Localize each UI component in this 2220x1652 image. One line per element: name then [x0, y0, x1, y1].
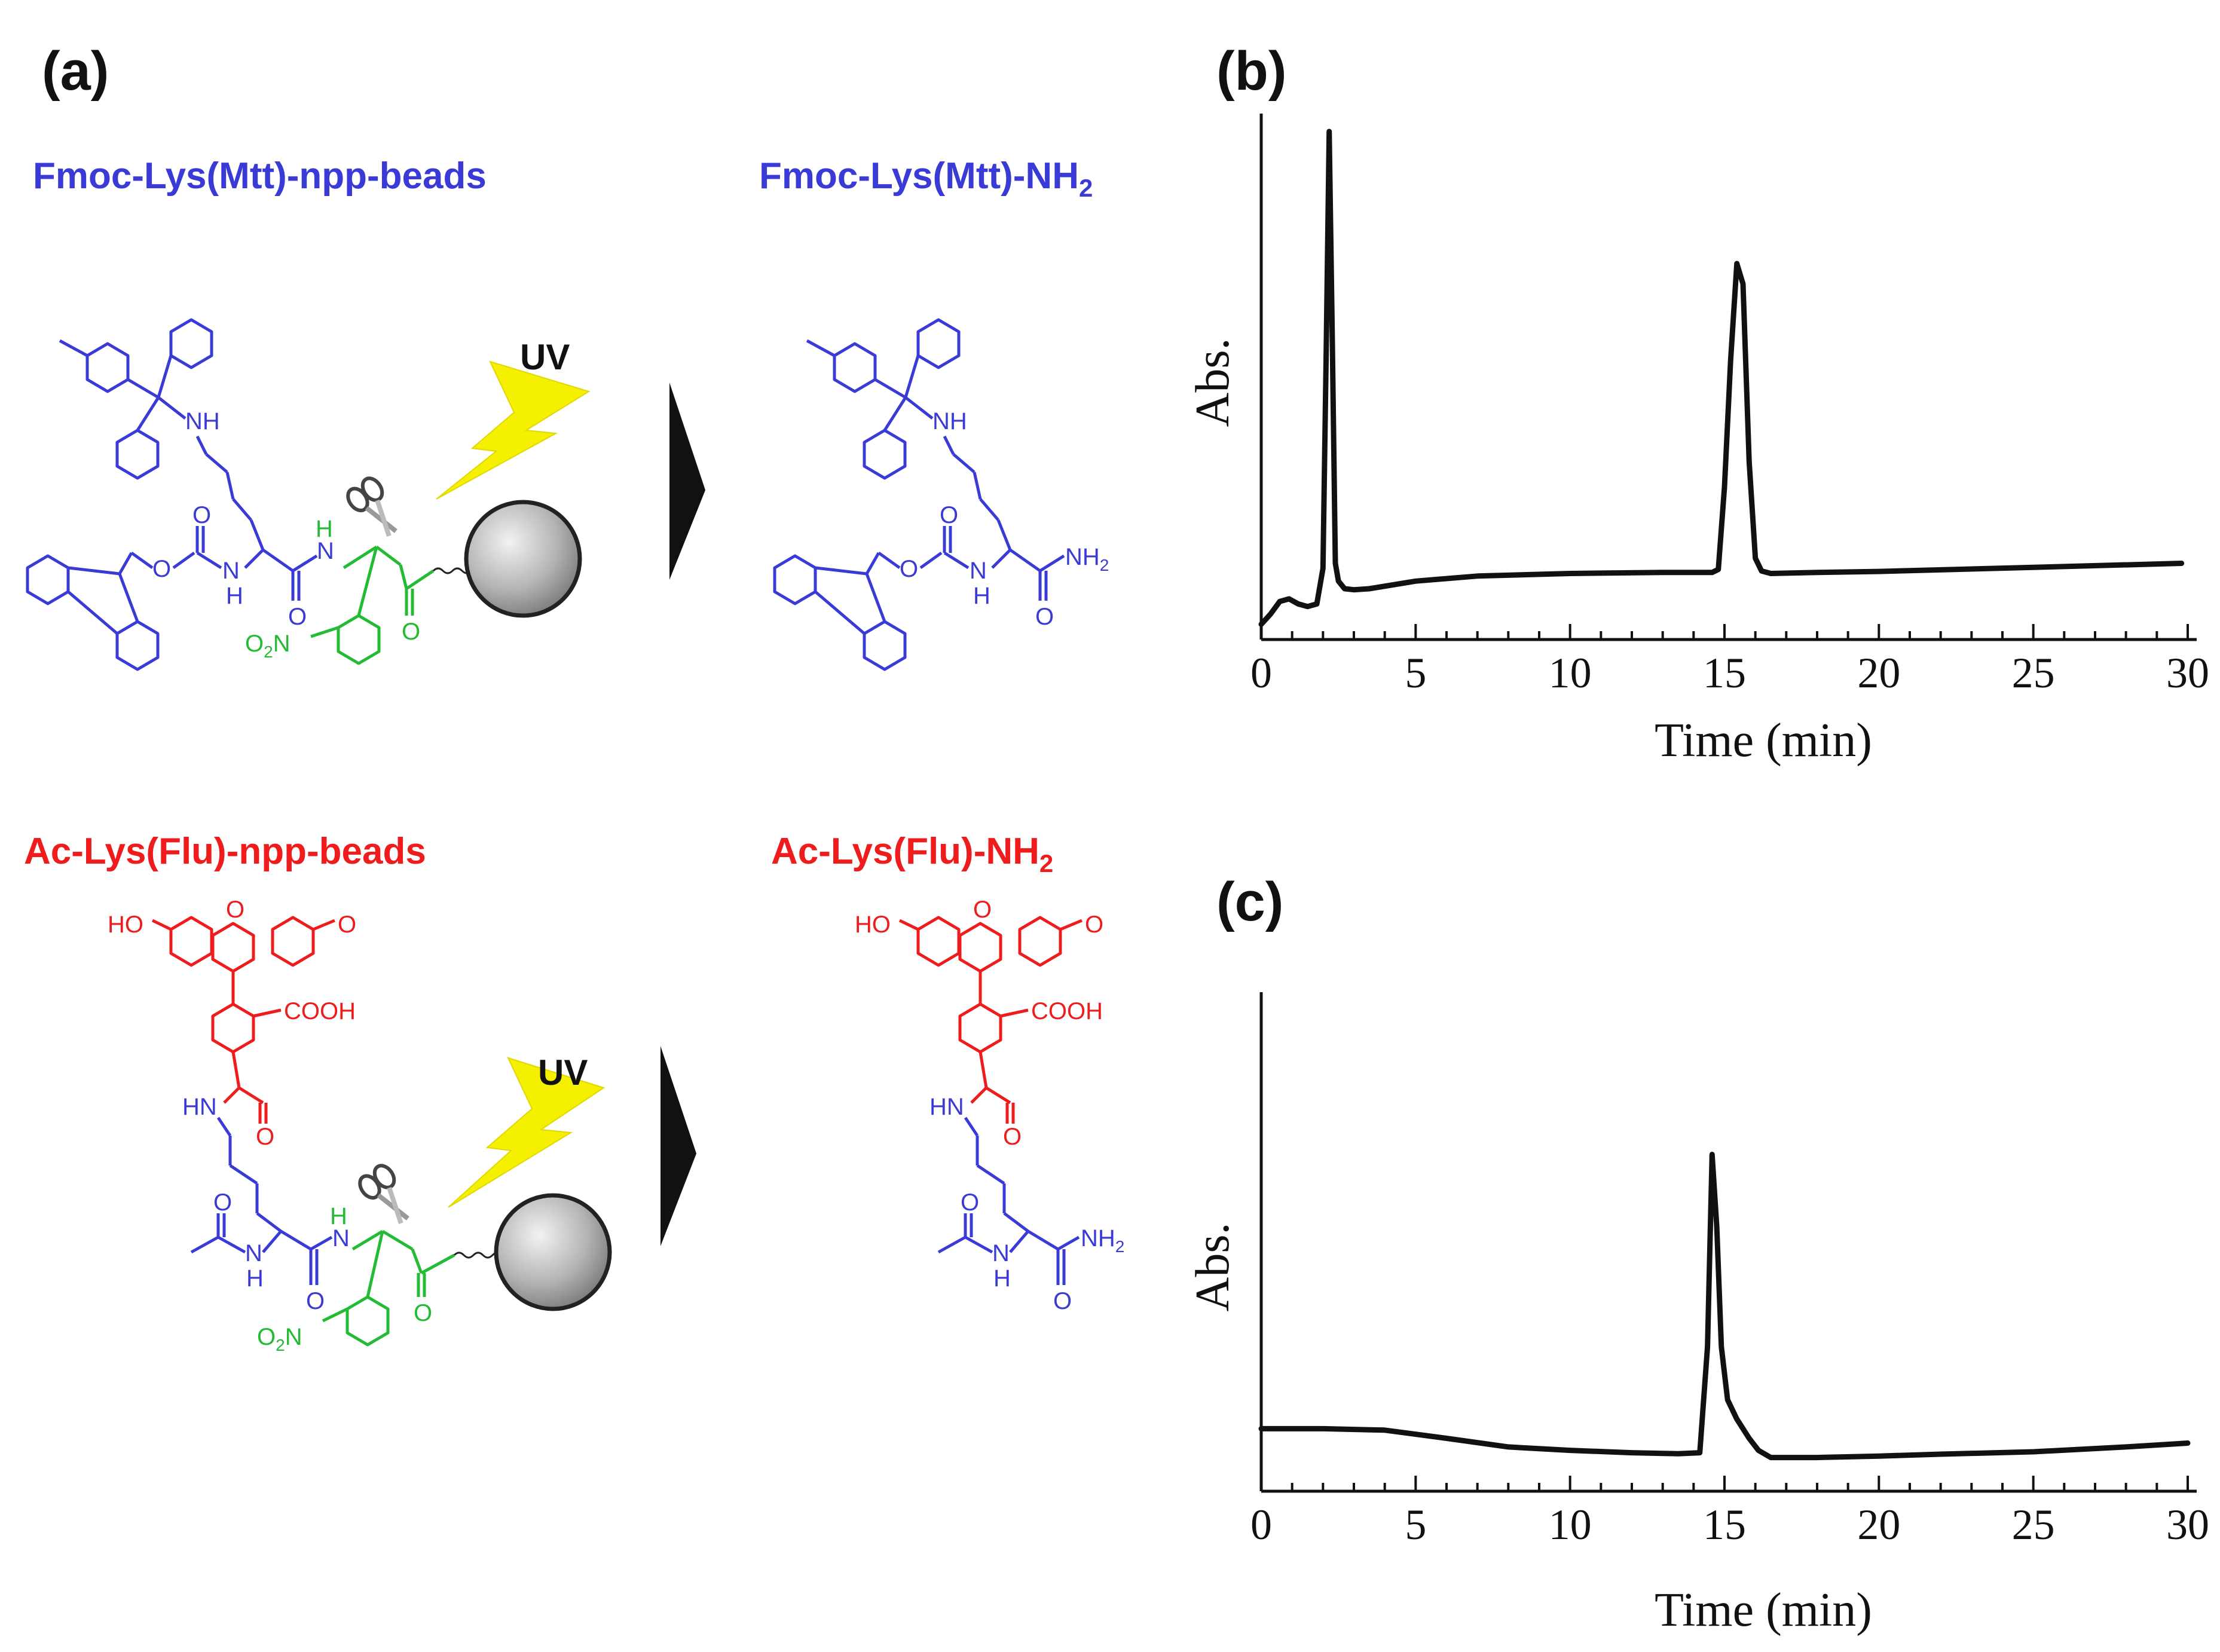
- atom-o-carbonyl-top: O: [192, 502, 211, 528]
- chromatogram-c: (c) Abs. 0 5 10 15 20 25 30 Time (min): [1187, 871, 2209, 1636]
- x-tick-label: 5: [1405, 649, 1426, 697]
- panel-label-b: (b): [1216, 41, 1286, 102]
- x-tick-label: 0: [1250, 1501, 1272, 1549]
- chromatogram-b: (b) Abs. 0 5 10 15 20 25 30 Time (min): [1187, 41, 2209, 767]
- atom-o-keto: O: [338, 911, 356, 938]
- atom-o-carbamate: O: [900, 556, 918, 582]
- atom-n-amide: N: [970, 558, 987, 584]
- x-tick-label: 10: [1549, 649, 1592, 697]
- label-fmoc-lys-mtt-npp-beads: Fmoc-Lys(Mtt)-npp-beads: [33, 155, 487, 197]
- structure-fmoc-lys-mtt-npp-beads: [26, 318, 582, 671]
- atom-n-ac: N: [992, 1240, 1010, 1266]
- x-tick-label: 0: [1250, 649, 1272, 697]
- atom-nh-mtt: NH: [185, 408, 220, 435]
- structure-ac-lys-flu-nh2: [898, 916, 1083, 1285]
- reaction-arrow-bottom: [661, 1046, 696, 1246]
- atom-o-acetyl: O: [213, 1189, 232, 1216]
- atom-o2n: O2N: [245, 631, 291, 661]
- atom-o-amide-lys: O: [306, 1288, 325, 1314]
- uv-bolt-icon: [448, 1057, 606, 1208]
- x-tick-label: 25: [2012, 649, 2055, 697]
- atom-o-amide-flu: O: [1003, 1124, 1022, 1150]
- reaction-arrow-top: [669, 383, 705, 580]
- atom-n-npp: N: [332, 1225, 350, 1252]
- x-tick-label: 25: [2012, 1501, 2055, 1549]
- atom-o-xanthene: O: [226, 897, 244, 923]
- atom-o-ketone: O: [414, 1300, 432, 1326]
- atom-o-acetyl: O: [961, 1189, 979, 1216]
- structure-ac-lys-flu-npp-beads: [151, 916, 612, 1347]
- atom-nh2: NH2: [1065, 544, 1109, 574]
- atom-o-amide: O: [288, 604, 307, 630]
- plot-area: 0 5 10 15 20 25 30: [1250, 992, 2209, 1549]
- atom-o-ketone: O: [402, 619, 420, 645]
- atom-o-amide: O: [1035, 604, 1054, 630]
- x-tick-label: 15: [1703, 649, 1746, 697]
- atom-hn: HN: [929, 1094, 964, 1120]
- x-tick-label: 20: [1857, 649, 1900, 697]
- x-axis-title: Time (min): [1655, 1584, 1872, 1636]
- x-axis-title: Time (min): [1655, 714, 1872, 767]
- uv-label-top: UV: [520, 337, 570, 377]
- scissors-icon: [346, 476, 397, 537]
- atom-o-amide-flu: O: [256, 1124, 274, 1150]
- atom-h-amide: H: [973, 583, 990, 609]
- atom-o-xanthene: O: [973, 897, 992, 923]
- panel-label-c: (c): [1216, 871, 1283, 932]
- atom-h-amide: H: [226, 583, 243, 609]
- atom-h-ac: H: [246, 1265, 264, 1292]
- series-line-0: [1258, 1152, 2191, 1461]
- atom-hn: HN: [182, 1094, 217, 1120]
- atom-cooh: COOH: [1031, 998, 1103, 1024]
- x-tick-label: 15: [1703, 1501, 1746, 1549]
- subscript-2: 2: [1079, 174, 1093, 202]
- label-fmoc-lys-mtt-nh2: Fmoc-Lys(Mtt)-NH2: [759, 155, 1093, 202]
- atom-cooh: COOH: [284, 998, 356, 1024]
- atom-h-ac: H: [993, 1265, 1011, 1292]
- x-tick-label: 10: [1549, 1501, 1592, 1549]
- panel-label-a: (a): [42, 41, 109, 102]
- scissors-icon: [358, 1164, 409, 1224]
- atom-ho: HO: [108, 911, 143, 938]
- x-tick-label: 30: [2166, 649, 2209, 697]
- atom-nh-mtt: NH: [932, 408, 967, 435]
- atom-n-amide: N: [222, 558, 240, 584]
- x-tick-label: 5: [1405, 1501, 1426, 1549]
- structure-fmoc-lys-mtt-nh2: [773, 318, 1065, 671]
- y-axis-title: Abs.: [1187, 1223, 1239, 1312]
- uv-bolt-icon: [436, 360, 591, 500]
- subscript-2: 2: [1039, 849, 1053, 877]
- atom-nh2: NH2: [1081, 1225, 1124, 1256]
- atom-h-npp: H: [316, 516, 333, 542]
- atom-o2n: O2N: [257, 1324, 302, 1354]
- atom-n-npp: N: [317, 538, 334, 564]
- x-tick-label: 30: [2166, 1501, 2209, 1549]
- uv-label-bottom: UV: [538, 1053, 588, 1093]
- label-ac-lys-flu-npp-beads: Ac-Lys(Flu)-npp-beads: [24, 831, 426, 872]
- atom-h-npp: H: [330, 1203, 347, 1229]
- x-tick-label: 20: [1857, 1501, 1900, 1549]
- atom-o-amide-lys: O: [1053, 1288, 1072, 1314]
- atom-o-carbamate: O: [152, 556, 171, 582]
- plot-area: 0 5 10 15 20 25 30: [1250, 114, 2209, 697]
- label-ac-lys-flu-nh2: Ac-Lys(Flu)-NH2: [771, 831, 1053, 877]
- atom-o-carbonyl-top: O: [940, 502, 958, 528]
- y-axis-title: Abs.: [1187, 338, 1239, 427]
- atom-o-keto: O: [1085, 911, 1103, 938]
- atom-n-ac: N: [245, 1240, 262, 1266]
- reaction-scheme: (a) Fmoc-Lys(Mtt)-npp-beads Fmoc-Lys(Mtt…: [24, 41, 1124, 1354]
- series-line-0: [1258, 129, 2185, 627]
- atom-ho: HO: [855, 911, 891, 938]
